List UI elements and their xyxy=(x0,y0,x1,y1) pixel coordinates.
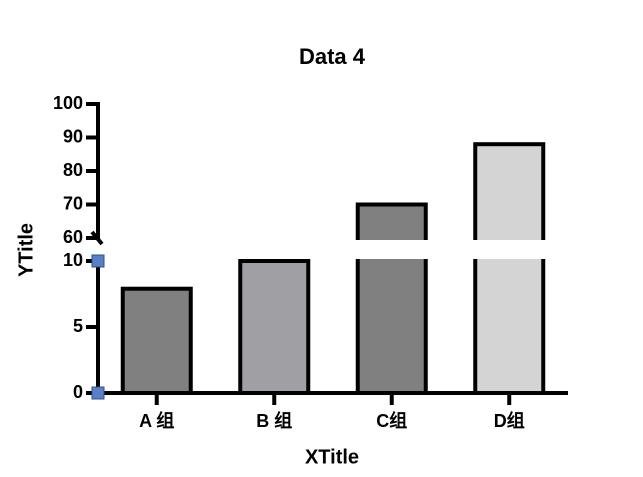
handle xyxy=(91,254,105,268)
y-tick-label: 5 xyxy=(73,316,83,336)
y-tick-label: 80 xyxy=(63,160,83,180)
axis-break xyxy=(100,240,570,259)
y-tick-label: 60 xyxy=(63,227,83,247)
y-tick-label: 0 xyxy=(73,382,83,402)
x-tick-label: D组 xyxy=(494,410,525,431)
chart-title: Data 4 xyxy=(299,44,366,69)
x-tick-label: A 组 xyxy=(139,410,174,431)
bar xyxy=(238,259,311,395)
x-axis-title: XTitle xyxy=(305,446,359,468)
y-tick-label: 90 xyxy=(63,126,83,146)
handle xyxy=(91,386,105,400)
y-tick-label: 70 xyxy=(63,193,83,213)
bar xyxy=(355,202,428,395)
y-axis-title: YTitle xyxy=(15,223,37,277)
y-tick-label: 10 xyxy=(63,250,83,270)
x-tick-label: C组 xyxy=(376,410,407,431)
bar xyxy=(120,286,193,395)
bar xyxy=(473,142,546,395)
x-tick-label: B 组 xyxy=(256,410,292,431)
y-tick-label: 100 xyxy=(53,93,83,113)
